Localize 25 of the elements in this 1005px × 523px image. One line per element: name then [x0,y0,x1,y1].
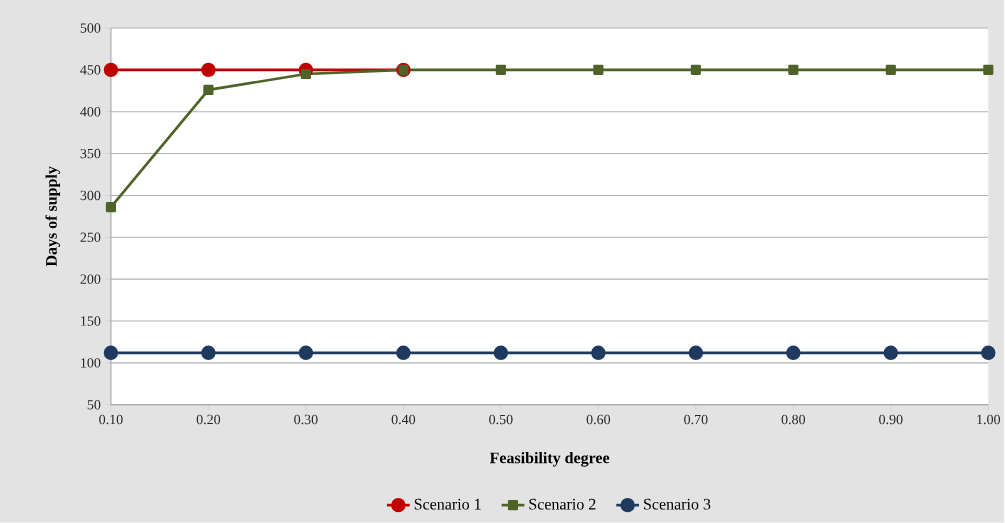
legend-label: Scenario 1 [414,499,481,510]
y-tick-label: 450 [80,65,101,75]
y-tick-label: 500 [80,23,101,33]
y-tick-label: 200 [80,274,101,285]
x-tick-label: 0.80 [781,414,806,425]
y-tick-label: 250 [80,232,101,243]
x-tick-label: 0.40 [391,414,416,425]
y-axis-title: Days of supply [45,166,61,267]
x-tick-label: 1.00 [977,414,1001,425]
x-tick-label: 0.90 [879,414,903,425]
y-tick-label: 50 [87,400,101,410]
x-tick-label: 0.60 [586,414,611,425]
x-tick-label: 0.70 [684,414,708,425]
x-tick-label: 0.20 [196,414,221,425]
y-tick-label: 100 [81,358,101,368]
legend-label: Scenario 2 [529,499,596,510]
x-tick-label: 0.10 [99,414,123,425]
legend-label: Scenario 3 [644,499,711,510]
x-tick-label: 0.50 [489,414,513,425]
x-tick-label: 0.30 [294,414,318,425]
y-tick-label: 350 [80,149,101,159]
x-axis-title: Feasibility degree [489,452,610,467]
y-tick-label: 150 [81,316,101,326]
y-tick-label: 400 [80,107,101,117]
y-tick-label: 300 [80,190,101,201]
